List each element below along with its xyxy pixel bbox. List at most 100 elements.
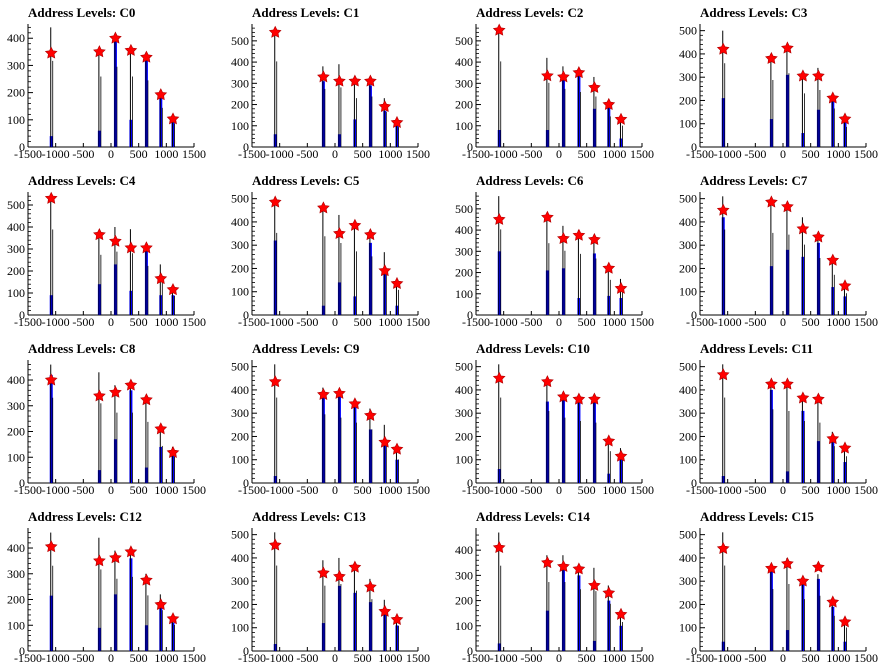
histogram-plot: 0 100 200 300 400 -1500 -1000 -500 0 500 1000 1500 xyxy=(7,360,206,497)
histogram-panel: Address Levels: C12 0 100 200 300 400 -1500 -10… xyxy=(0,504,224,672)
x-tick-label: 1000 xyxy=(154,147,178,161)
y-tick-label: 100 xyxy=(455,119,473,133)
peak-marker xyxy=(154,598,168,611)
peak-marker xyxy=(166,612,180,625)
x-tick-label: -1000 xyxy=(714,315,742,329)
peak-marker xyxy=(317,70,330,83)
x-tick-label: -1500 xyxy=(462,651,490,665)
x-tick-label: 500 xyxy=(802,483,820,497)
peak-marker xyxy=(588,232,601,246)
peak-marker xyxy=(317,201,330,214)
peak-marker xyxy=(348,74,362,87)
histogram-fill xyxy=(321,305,325,315)
peak-marker xyxy=(348,397,362,410)
histogram-panel: Address Levels: C4 0 100 200 300 400 500 -1500-… xyxy=(0,168,224,336)
panel-title: Address Levels: C2 xyxy=(476,5,584,20)
x-tick-label: 1000 xyxy=(602,651,626,665)
x-tick-label: 1000 xyxy=(154,651,178,665)
histogram-panel: Address Levels: C5 0 100 200 300 400 500 -1500-… xyxy=(224,168,448,336)
histogram-plot: 0 100 200 300 400 500 -1500 -1000 -500 0 500 1000 15… xyxy=(231,192,430,329)
peak-marker xyxy=(541,210,554,223)
y-tick-label: 400 xyxy=(455,543,473,557)
x-tick-label: 500 xyxy=(354,483,372,497)
histogram-plot: 0 100 200 300 400 500 -1500 -1000 -500 0 500 1000 15… xyxy=(231,528,430,665)
x-tick-label: 1500 xyxy=(406,147,430,161)
peak-marker xyxy=(796,391,810,404)
y-tick-label: 100 xyxy=(7,286,25,300)
x-tick-label: 500 xyxy=(130,315,148,329)
histogram-panel: Address Levels: C14 0 100 200 300 400 -1500 -10… xyxy=(448,504,672,672)
peak-marker xyxy=(93,554,106,567)
x-tick-label: 1000 xyxy=(826,315,850,329)
y-tick-label: 200 xyxy=(455,98,473,112)
peak-marker xyxy=(826,432,840,445)
x-tick-label: -1000 xyxy=(266,483,294,497)
y-tick-label: 400 xyxy=(455,383,473,397)
histogram-plot: 0 100 200 300 400 500 -1500 -1000 -500 0 500 1000 15… xyxy=(679,360,878,497)
x-tick-label: 1500 xyxy=(630,315,654,329)
peak-marker xyxy=(44,46,58,59)
y-tick-label: 300 xyxy=(679,574,697,588)
peak-marker xyxy=(378,435,392,448)
peak-marker xyxy=(781,557,794,570)
y-tick-label: 200 xyxy=(231,597,249,611)
x-tick-label: 0 xyxy=(780,651,786,665)
peak-marker xyxy=(268,538,282,551)
y-tick-label: 100 xyxy=(679,621,697,635)
y-tick-label: 200 xyxy=(231,98,249,112)
x-tick-label: -500 xyxy=(744,315,766,329)
y-tick-label: 200 xyxy=(679,93,697,107)
y-tick-label: 300 xyxy=(7,58,25,72)
peak-marker xyxy=(838,279,852,292)
peak-marker xyxy=(166,283,180,296)
x-tick-label: -1500 xyxy=(238,651,266,665)
y-tick-label: 100 xyxy=(679,117,697,131)
histogram-panel: Address Levels: C11 0 100 200 300 400 500 -1500… xyxy=(672,336,896,504)
peak-marker xyxy=(317,387,330,400)
y-tick-label: 300 xyxy=(7,399,25,413)
y-tick-label: 0 xyxy=(691,140,697,154)
y-tick-label: 400 xyxy=(231,383,249,397)
peak-marker xyxy=(492,371,506,384)
y-tick-label: 100 xyxy=(679,285,697,299)
y-tick-label: 400 xyxy=(679,215,697,229)
x-tick-label: -1500 xyxy=(462,315,490,329)
y-tick-label: 100 xyxy=(231,119,249,133)
x-tick-label: -500 xyxy=(72,651,94,665)
y-tick-label: 500 xyxy=(455,34,473,48)
peak-marker xyxy=(716,42,730,55)
y-tick-label: 500 xyxy=(679,192,697,206)
x-tick-label: -500 xyxy=(744,147,766,161)
peak-marker xyxy=(124,378,138,391)
y-tick-label: 500 xyxy=(231,528,249,542)
y-tick-label: 300 xyxy=(7,242,25,256)
histogram-panel: Address Levels: C13 0 100 200 300 400 500 -1500… xyxy=(224,504,448,672)
peak-marker xyxy=(109,551,122,564)
x-tick-label: 500 xyxy=(802,147,820,161)
histogram-fill xyxy=(545,270,549,315)
x-tick-label: 0 xyxy=(332,147,338,161)
x-tick-label: -1500 xyxy=(14,315,42,329)
peak-marker xyxy=(364,228,377,241)
histogram-plot: 0 100 200 300 400 500 -1500 -1000 -500 0 500 1000 15… xyxy=(455,360,654,497)
y-tick-label: 200 xyxy=(679,597,697,611)
y-tick-label: 100 xyxy=(455,287,473,301)
panel-title: Address Levels: C10 xyxy=(476,341,590,356)
y-tick-label: 0 xyxy=(467,308,473,322)
x-tick-label: -1000 xyxy=(490,147,518,161)
x-tick-label: 0 xyxy=(780,147,786,161)
y-tick-label: 100 xyxy=(7,450,25,464)
x-tick-label: 0 xyxy=(108,315,114,329)
histogram-fill xyxy=(769,266,773,315)
peak-marker xyxy=(557,390,570,403)
peak-marker xyxy=(364,580,377,593)
peak-marker xyxy=(716,541,730,555)
peak-marker xyxy=(826,91,840,104)
x-tick-label: -1500 xyxy=(238,483,266,497)
y-tick-label: 200 xyxy=(7,425,25,439)
y-tick-label: 100 xyxy=(455,619,473,633)
x-tick-label: 1000 xyxy=(378,651,402,665)
y-tick-label: 100 xyxy=(7,113,25,127)
x-tick-label: -1000 xyxy=(714,147,742,161)
x-tick-label: 1500 xyxy=(630,147,654,161)
